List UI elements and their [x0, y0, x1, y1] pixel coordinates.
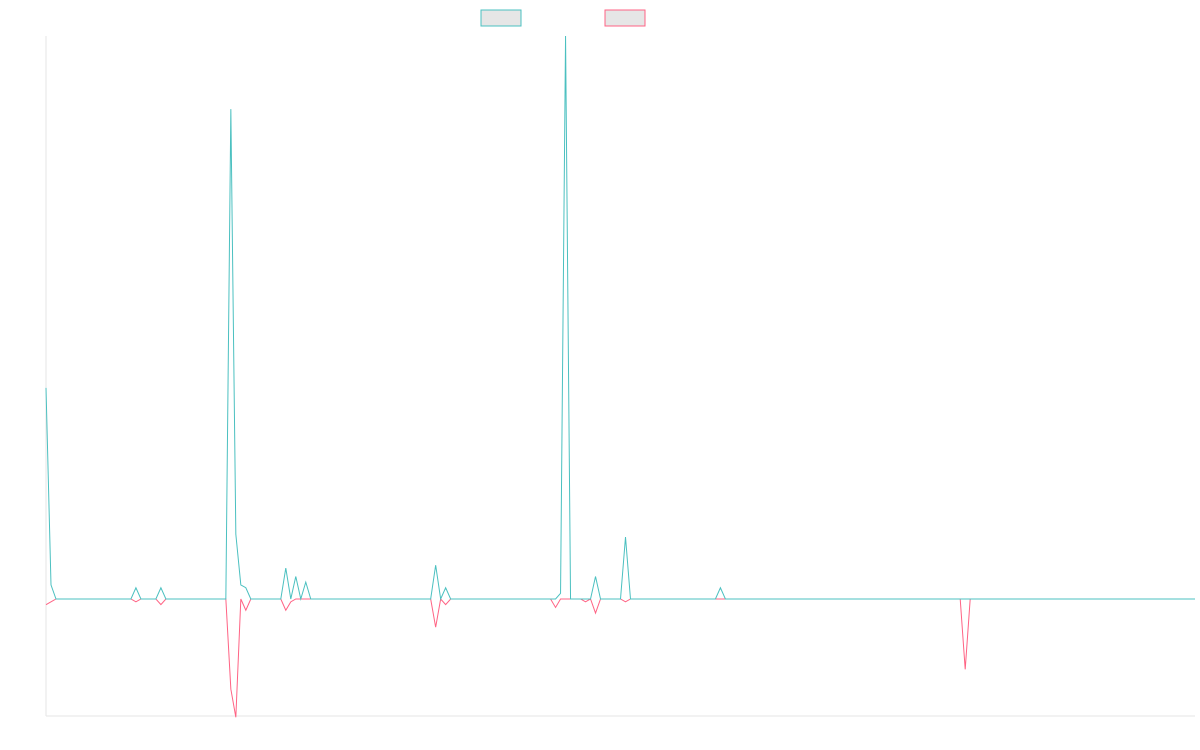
legend-item-2[interactable]	[604, 9, 646, 27]
series-layer	[45, 35, 1195, 718]
series-line-1	[45, 35, 1195, 601]
legend-item-1[interactable]	[480, 9, 522, 27]
legend-swatch-2	[604, 9, 646, 27]
legend	[480, 9, 646, 27]
legend-swatch-1	[480, 9, 522, 27]
axes	[45, 36, 1195, 717]
series-line-2	[45, 597, 1195, 718]
